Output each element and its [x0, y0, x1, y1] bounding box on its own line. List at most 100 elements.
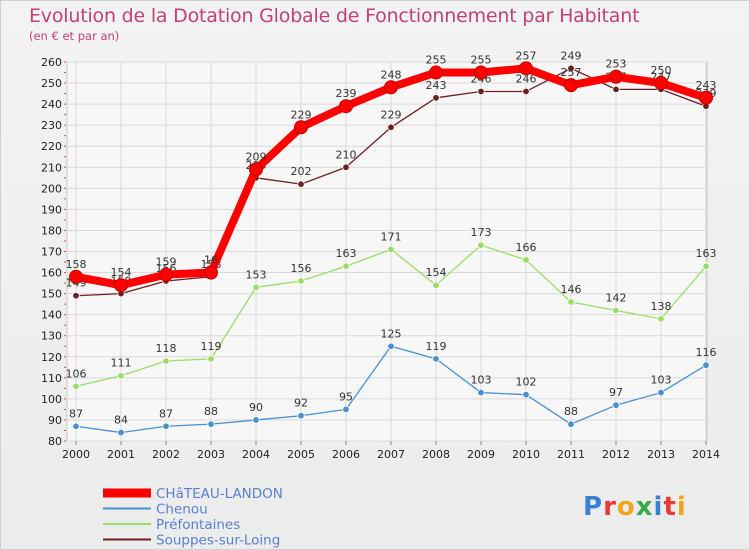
data-label: 103	[651, 374, 672, 387]
data-label: 87	[159, 407, 173, 420]
y-tick-label: 230	[41, 119, 62, 132]
data-point	[429, 65, 443, 80]
data-label: 163	[336, 247, 357, 260]
legend: CHâTEAU-LANDONChenouPréfontainesSouppes-…	[103, 486, 283, 549]
data-label: 153	[246, 268, 267, 281]
data-point	[162, 357, 170, 365]
y-tick-label: 200	[41, 182, 62, 195]
x-tick-label: 2012	[602, 448, 630, 461]
data-point	[699, 90, 713, 105]
data-label: 146	[561, 283, 582, 296]
logo-letter: x	[635, 492, 654, 522]
proxiti-logo: Proxiti	[583, 492, 687, 522]
data-label: 142	[606, 291, 627, 304]
data-point	[252, 283, 260, 291]
data-point	[567, 64, 575, 73]
y-tick-label: 240	[41, 98, 62, 111]
data-label: 166	[516, 241, 537, 254]
data-label: 257	[561, 66, 582, 79]
data-label: 111	[111, 357, 132, 370]
y-tick-label: 150	[41, 288, 62, 301]
data-label: 210	[336, 148, 357, 161]
series-ch-teau-landon: 158 154 159 16 209 229 239 248 255 255 257 257 253 25…	[66, 49, 717, 293]
y-tick-label: 250	[41, 77, 62, 90]
data-point	[204, 265, 218, 280]
y-tick-label: 210	[41, 161, 62, 174]
data-label: 171	[381, 230, 402, 243]
data-point	[249, 162, 263, 177]
data-label: 138	[651, 300, 672, 313]
y-tick-label: 190	[41, 203, 62, 216]
logo-letter: r	[603, 492, 617, 522]
legend-label: CHâTEAU-LANDON	[156, 486, 283, 502]
x-tick-label: 2001	[107, 448, 135, 461]
logo-letter: i	[676, 492, 687, 522]
data-label: 84	[114, 414, 128, 427]
data-point	[654, 76, 668, 91]
data-label: 154	[111, 266, 132, 279]
data-point	[69, 269, 83, 284]
data-point	[207, 420, 215, 428]
x-tick-label: 2004	[242, 448, 270, 461]
data-label: 248	[381, 68, 402, 81]
chart-subtitle: (en € et par an)	[29, 29, 120, 43]
data-point	[702, 262, 710, 270]
legend-label: Chenou	[156, 502, 208, 518]
logo-letter: i	[653, 492, 664, 522]
y-tick-label: 260	[41, 56, 62, 69]
data-point	[384, 80, 398, 95]
data-label: 95	[339, 390, 353, 403]
data-point	[477, 241, 485, 249]
x-tick-label: 2005	[287, 448, 315, 461]
x-tick-label: 2009	[467, 448, 495, 461]
data-label: 88	[564, 405, 578, 418]
data-point	[564, 78, 578, 93]
y-tick-label: 170	[41, 246, 62, 259]
data-point	[339, 99, 353, 114]
x-tick-label: 2000	[62, 448, 90, 461]
legend-label: Souppes-sur-Loing	[156, 533, 280, 549]
data-label: 246	[516, 72, 537, 85]
data-label: 163	[696, 247, 717, 260]
data-point	[159, 267, 173, 282]
data-point	[387, 245, 395, 254]
x-tick-label: 2011	[557, 448, 585, 461]
data-point	[117, 372, 125, 380]
x-tick-label: 2014	[692, 448, 720, 461]
data-point	[612, 85, 620, 94]
data-point	[297, 412, 305, 420]
logo-letter: P	[583, 492, 604, 522]
data-point	[609, 69, 623, 84]
data-point	[432, 281, 440, 289]
series-chenou: 87 84 87 88 90 92 95 125 119 103 102 88 97 103 116	[69, 327, 717, 437]
data-label: 257	[516, 49, 537, 62]
logo-letter: t	[663, 492, 677, 522]
data-label: 87	[69, 407, 83, 420]
data-label: 243	[696, 79, 717, 92]
data-point	[432, 355, 440, 363]
y-tick-label: 130	[41, 330, 62, 343]
data-label: 255	[471, 54, 492, 67]
data-point	[252, 416, 260, 424]
series-pr-fontaines: 106 111 118 119 153 156 163 171 154 173 166 146 142 1…	[66, 226, 717, 390]
x-tick-label: 2006	[332, 448, 360, 461]
data-point	[117, 428, 125, 437]
grid-lines	[66, 61, 708, 442]
data-point	[657, 315, 665, 323]
data-point	[162, 422, 170, 430]
data-label: 125	[381, 327, 402, 340]
data-label: 102	[516, 376, 537, 389]
data-label: 90	[249, 401, 263, 414]
data-point	[657, 388, 665, 397]
data-label: 119	[426, 340, 447, 353]
chart-title: Evolution de la Dotation Globale de Fonc…	[29, 5, 640, 27]
data-label: 116	[696, 346, 717, 359]
data-point	[342, 163, 350, 171]
data-label: 202	[291, 165, 312, 178]
data-point	[342, 405, 350, 414]
data-label: 255	[426, 54, 447, 67]
data-point	[72, 422, 80, 430]
data-label: 118	[156, 342, 177, 355]
